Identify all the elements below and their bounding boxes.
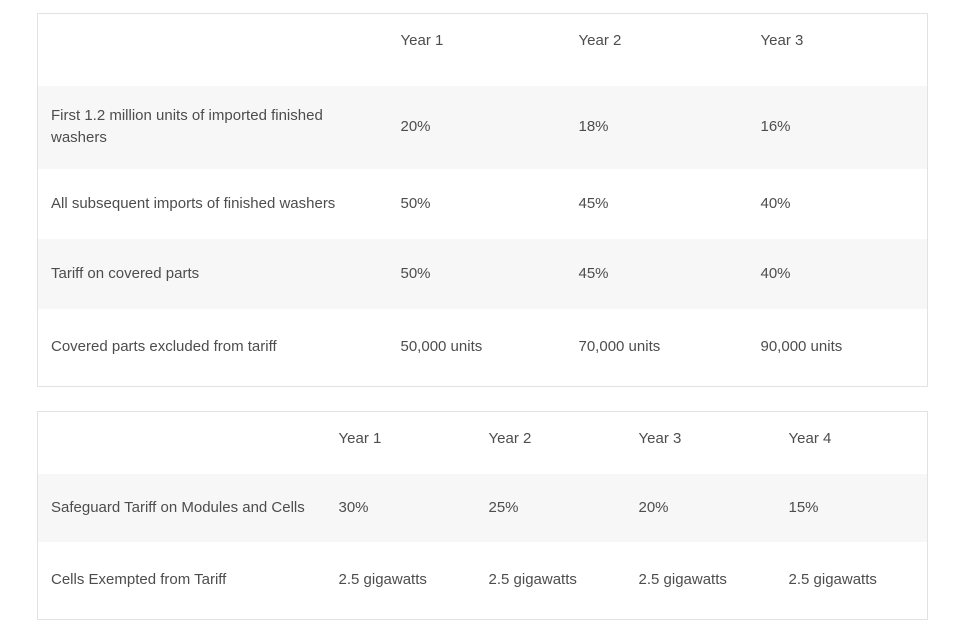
cell-value: 70,000 units [578, 338, 661, 356]
solar-tariff-table: Year 1 Year 2 Year 3 Year 4 Safeguard Ta… [37, 411, 928, 620]
row-label: First 1.2 million units of imported fini… [51, 107, 323, 146]
cell-value: 15% [788, 498, 819, 516]
row-label: Cells Exempted from Tariff [51, 571, 227, 589]
cell-value: 18% [578, 118, 609, 136]
column-header-year1: Year 1 [400, 32, 444, 49]
cell-value: 16% [760, 118, 791, 136]
cell-value: 50% [400, 264, 431, 282]
cell-value: 25% [488, 498, 519, 516]
cell-value: 20% [400, 118, 431, 136]
cell-value: 40% [760, 264, 791, 282]
cell-value: 2.5 gigawatts [788, 571, 877, 589]
table-header-row: Year 1 Year 2 Year 3 [38, 14, 928, 86]
column-header-year3: Year 3 [760, 32, 804, 49]
cell-value: 50,000 units [400, 338, 483, 356]
column-header-year2: Year 2 [578, 32, 622, 49]
row-label: Covered parts excluded from tariff [51, 338, 277, 356]
cell-value: 50% [400, 194, 431, 212]
cell-value: 20% [638, 498, 669, 516]
row-label: All subsequent imports of finished washe… [51, 194, 336, 212]
table-header-row: Year 1 Year 2 Year 3 Year 4 [38, 412, 928, 474]
column-header-blank [38, 412, 326, 474]
column-header-year4: Year 4 [788, 430, 832, 447]
column-header-year1: Year 1 [338, 430, 382, 447]
column-header-year3: Year 3 [638, 430, 682, 447]
table-row: Cells Exempted from Tariff 2.5 gigawatts… [38, 542, 928, 620]
cell-value: 40% [760, 194, 791, 212]
cell-value: 45% [578, 264, 609, 282]
table-row: Safeguard Tariff on Modules and Cells 30… [37, 473, 928, 542]
table-row: All subsequent imports of finished washe… [38, 169, 928, 239]
cell-value: 2.5 gigawatts [638, 571, 727, 589]
cell-value: 2.5 gigawatts [488, 571, 577, 589]
row-label: Safeguard Tariff on Modules and Cells [51, 498, 305, 516]
cell-value: 2.5 gigawatts [338, 571, 427, 589]
cell-value: 30% [338, 498, 369, 516]
table-row: Tariff on covered parts 50% 45% 40% [37, 238, 928, 309]
cell-value: 45% [578, 194, 609, 212]
washer-tariff-table: Year 1 Year 2 Year 3 First 1.2 million u… [37, 13, 928, 387]
row-label: Tariff on covered parts [51, 264, 200, 282]
table-row: Covered parts excluded from tariff 50,00… [38, 309, 928, 387]
cell-value: 90,000 units [760, 338, 843, 356]
table-row: First 1.2 million units of imported fini… [37, 85, 928, 169]
column-header-year2: Year 2 [488, 430, 532, 447]
column-header-blank [38, 14, 388, 86]
